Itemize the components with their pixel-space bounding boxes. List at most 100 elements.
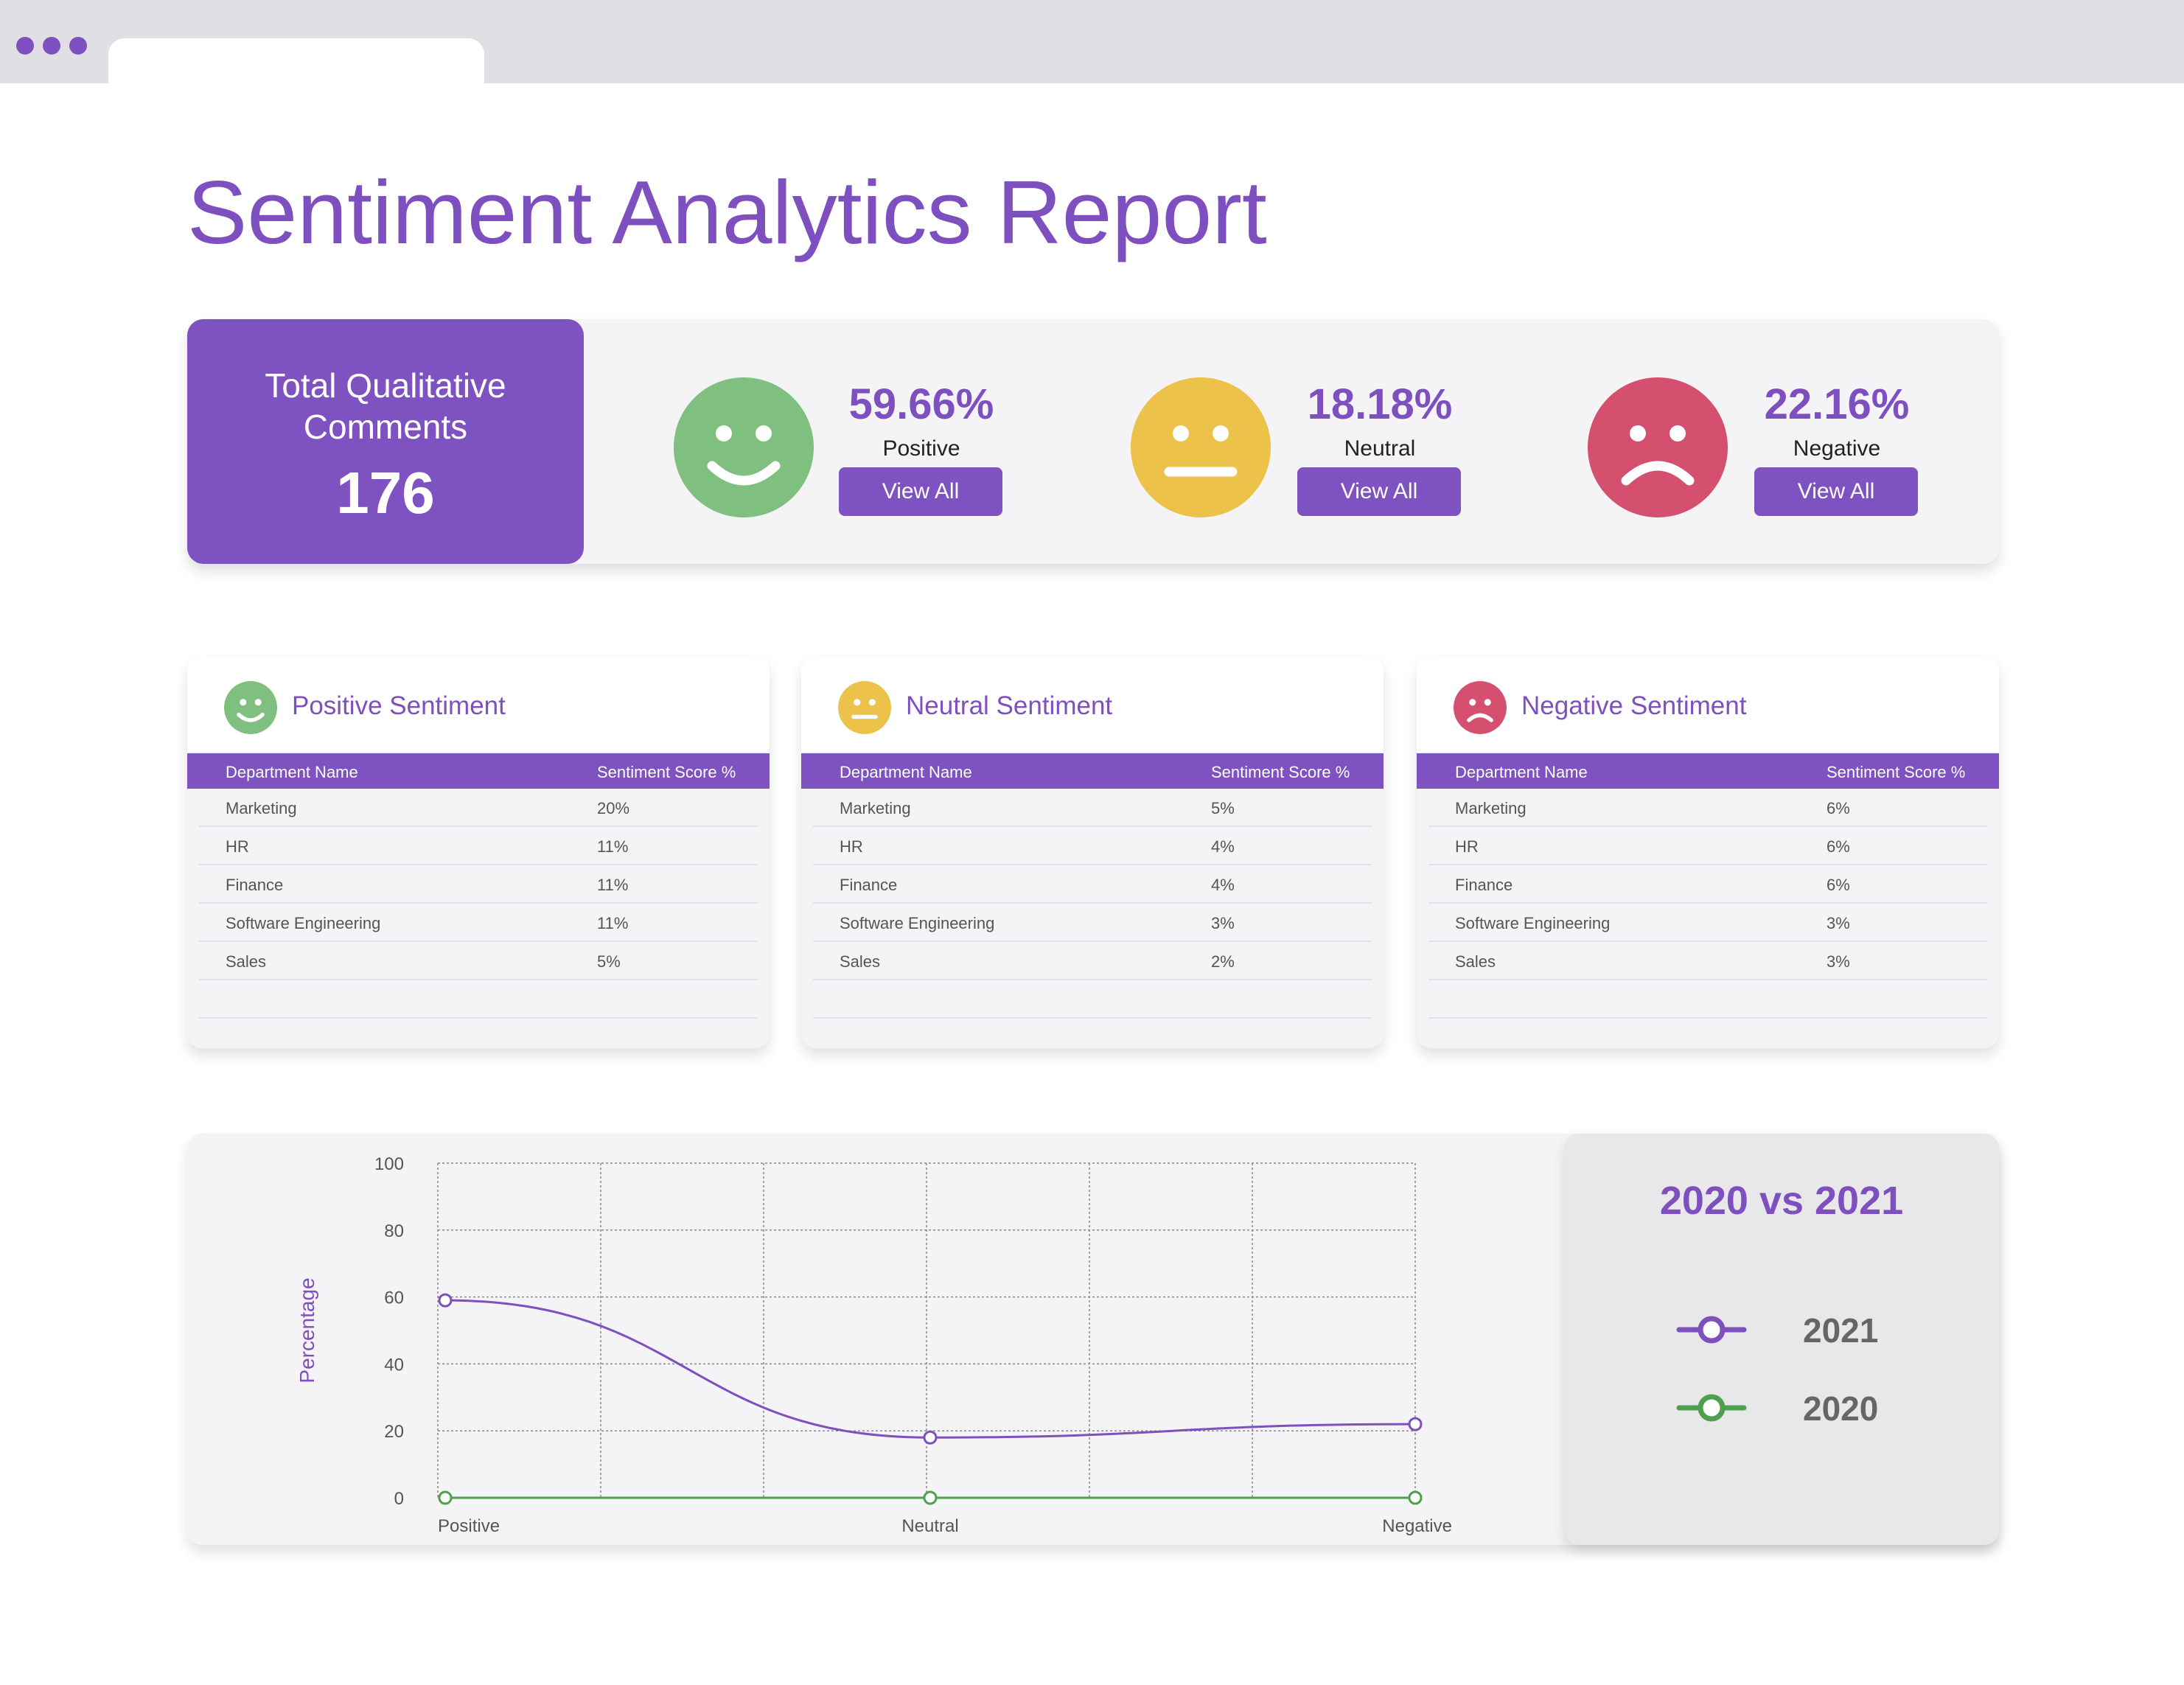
total-comments-label: Total Qualitative Comments	[265, 366, 506, 446]
table-row[interactable]: Software Engineering 3%	[1428, 904, 1987, 942]
negative-sentiment-table: Negative Sentiment Department Name Senti…	[1417, 656, 1999, 1048]
table-row-empty	[813, 980, 1372, 1019]
negative-percent: 22.16%	[1764, 380, 1910, 428]
dept-cell: Marketing	[226, 799, 297, 817]
dept-cell: Sales	[840, 952, 881, 971]
dept-cell: Sales	[226, 952, 267, 971]
table-header-area	[187, 656, 770, 752]
total-comments-card: Total Qualitative Comments 176	[187, 319, 584, 564]
score-cell: 6%	[1827, 837, 1850, 856]
column-header[interactable]: Department Name	[1455, 763, 1588, 781]
window-dot-icon[interactable]	[43, 37, 60, 55]
table-row-empty	[1428, 980, 1987, 1019]
y-axis-label: Percentage	[296, 1277, 318, 1383]
score-cell: 4%	[1211, 837, 1235, 856]
table-row[interactable]: Sales 3%	[1428, 942, 1987, 980]
positive-label: Positive	[882, 436, 960, 461]
table-row[interactable]: Finance 6%	[1428, 865, 1987, 904]
table-row[interactable]: Finance 4%	[813, 865, 1372, 904]
smile-face-icon	[224, 681, 277, 734]
data-point-2020	[1408, 1490, 1423, 1505]
column-header[interactable]: Sentiment Score %	[1827, 763, 1966, 781]
data-point-2021	[923, 1430, 938, 1445]
score-cell: 3%	[1827, 914, 1850, 932]
table-row[interactable]: Software Engineering 11%	[199, 904, 758, 942]
neutral-percent: 18.18%	[1307, 380, 1453, 428]
legend-card: 2020 vs 2021 2021 2020	[1564, 1134, 1999, 1545]
neutral-face-icon	[838, 681, 891, 734]
sentiment-line-chart: 0 20 40 60 80 100 Positive Neutral Negative Perce…	[296, 1154, 1452, 1536]
table-row[interactable]: HR 11%	[199, 827, 758, 865]
data-point-2021	[1408, 1417, 1423, 1431]
table-row[interactable]: Marketing 5%	[813, 789, 1372, 827]
score-cell: 11%	[597, 914, 629, 932]
y-tick-label: 80	[384, 1221, 404, 1241]
legend-item-2021[interactable]: 2021	[1675, 1308, 1970, 1352]
table-header-row: Department Name Sentiment Score %	[187, 753, 770, 789]
score-cell: 3%	[1827, 952, 1850, 971]
score-cell: 5%	[597, 952, 621, 971]
legend-label: 2020	[1803, 1389, 1879, 1428]
dept-cell: Sales	[1455, 952, 1496, 971]
dept-cell: HR	[840, 837, 863, 856]
legend-marker-icon	[1676, 1394, 1747, 1422]
table-row[interactable]: HR 6%	[1428, 827, 1987, 865]
table-title: Positive Sentiment	[292, 691, 506, 720]
x-tick-label: Positive	[438, 1516, 500, 1536]
score-cell: 6%	[1827, 799, 1850, 817]
y-tick-label: 0	[394, 1489, 404, 1509]
legend-item-2020[interactable]: 2020	[1675, 1386, 1970, 1430]
neutral-label: Neutral	[1344, 436, 1416, 461]
window-dot-icon[interactable]	[69, 37, 87, 55]
legend-label: 2021	[1803, 1311, 1879, 1350]
view-all-neutral-button[interactable]: View All	[1297, 467, 1461, 516]
table-row[interactable]: HR 4%	[813, 827, 1372, 865]
score-cell: 2%	[1211, 952, 1235, 971]
column-header[interactable]: Department Name	[226, 763, 358, 781]
score-cell: 20%	[597, 799, 630, 817]
dept-cell: Marketing	[840, 799, 911, 817]
score-cell: 11%	[597, 837, 629, 856]
dept-cell: Software Engineering	[840, 914, 995, 932]
smile-face-icon	[674, 377, 814, 517]
data-point-2020	[438, 1490, 453, 1505]
legend-marker-icon	[1676, 1316, 1747, 1344]
table-row[interactable]: Finance 11%	[199, 865, 758, 904]
dept-cell: Finance	[226, 876, 284, 894]
table-title: Negative Sentiment	[1521, 691, 1747, 720]
table-row[interactable]: Marketing 20%	[199, 789, 758, 827]
table-row[interactable]: Software Engineering 3%	[813, 904, 1372, 942]
score-cell: 3%	[1211, 914, 1235, 932]
data-point-2020	[923, 1490, 938, 1505]
y-tick-label: 60	[384, 1288, 404, 1308]
dept-cell: Software Engineering	[1455, 914, 1611, 932]
legend-title: 2020 vs 2021	[1659, 1179, 1904, 1223]
score-cell: 6%	[1827, 876, 1850, 894]
browser-tab[interactable]	[108, 38, 484, 86]
positive-percent: 59.66%	[848, 380, 994, 428]
browser-titlebar	[0, 0, 2184, 86]
table-title: Neutral Sentiment	[906, 691, 1113, 720]
column-header[interactable]: Sentiment Score %	[1211, 763, 1350, 781]
neutral-face-icon	[1131, 377, 1271, 517]
score-cell: 4%	[1211, 876, 1235, 894]
series-line-2021	[444, 1299, 1416, 1439]
sad-face-icon	[1454, 681, 1507, 734]
positive-sentiment-table: Positive Sentiment Department Name Senti…	[187, 656, 770, 1048]
window-dot-icon[interactable]	[16, 37, 34, 55]
table-header-row: Department Name Sentiment Score %	[801, 753, 1384, 789]
dept-cell: Marketing	[1455, 799, 1527, 817]
x-tick-label: Negative	[1382, 1516, 1452, 1536]
table-row[interactable]: Sales 2%	[813, 942, 1372, 980]
table-row-empty	[199, 980, 758, 1019]
table-row[interactable]: Sales 5%	[199, 942, 758, 980]
view-all-negative-button[interactable]: View All	[1754, 467, 1918, 516]
total-comments-value: 176	[336, 460, 435, 526]
table-header-row: Department Name Sentiment Score %	[1417, 753, 1999, 789]
view-all-positive-button[interactable]: View All	[839, 467, 1002, 516]
table-row[interactable]: Marketing 6%	[1428, 789, 1987, 827]
table-header-area	[1417, 656, 1999, 752]
dept-cell: HR	[1455, 837, 1479, 856]
column-header[interactable]: Sentiment Score %	[597, 763, 736, 781]
column-header[interactable]: Department Name	[840, 763, 972, 781]
